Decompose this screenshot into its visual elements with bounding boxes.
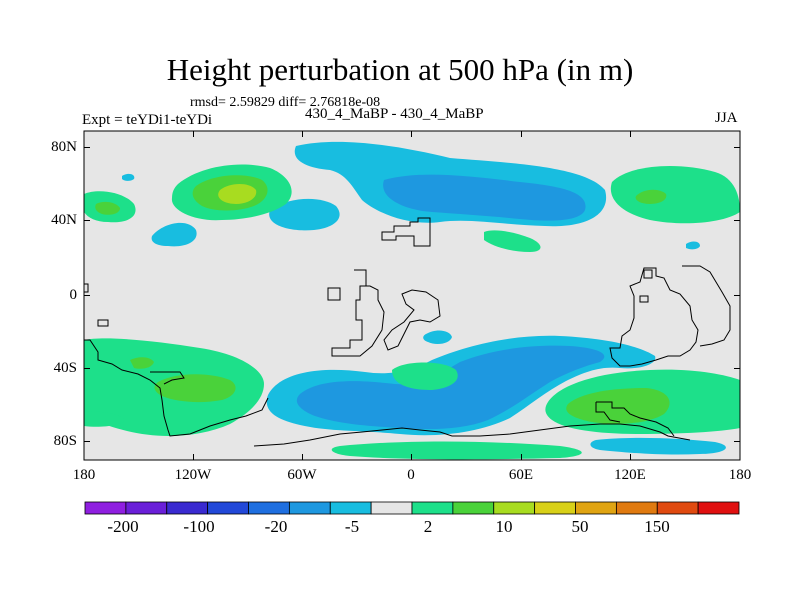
- colorbar: [84, 501, 740, 515]
- x-tick-label: 120E: [614, 467, 646, 483]
- colorbar-swatch: [248, 501, 290, 515]
- south-pacific-low-small: [590, 437, 726, 455]
- colorbar-swatch: [697, 501, 740, 515]
- axis-ticks: [84, 131, 740, 460]
- colorbar-swatch: [125, 501, 168, 515]
- y-tick-label: 80N: [51, 139, 77, 155]
- stats-line: rmsd= 2.59829 diff= 2.76818e-08: [190, 95, 381, 110]
- y-tick-label: 40N: [51, 212, 77, 228]
- east-asia-high-core: [635, 189, 667, 204]
- east-asia-high: [610, 166, 740, 224]
- south-polar-high-strip: [331, 441, 582, 460]
- colorbar-swatch: [452, 501, 495, 515]
- colorbar-swatch: [493, 501, 536, 515]
- indian-ocean-high-small: [84, 411, 126, 427]
- colorbar-label: 50: [571, 517, 589, 536]
- x-tick-label: 0: [407, 467, 415, 483]
- colorbar-swatch: [656, 501, 699, 515]
- y-tick-label: 80S: [53, 433, 77, 449]
- east-pacific-low-small: [151, 222, 197, 247]
- mid-east-high-small: [484, 230, 541, 252]
- colorbar-label: 150: [644, 517, 670, 536]
- colorbar-swatch: [615, 501, 658, 515]
- colorbar-swatch: [329, 501, 372, 515]
- map-panel: [84, 131, 740, 460]
- x-tick-label: 120W: [174, 467, 212, 483]
- plot-title: Height perturbation at 500 hPa (in m): [166, 52, 634, 87]
- colorbar-label: -200: [107, 517, 139, 536]
- south-pacific-high-small: [130, 357, 154, 369]
- colorbar-swatch: [288, 501, 331, 515]
- x-tick-label: 180: [728, 467, 752, 483]
- x-tick-label: 180: [72, 467, 96, 483]
- colorbar-label: 10: [495, 517, 513, 536]
- colorbar-swatch: [575, 501, 617, 515]
- colorbar-swatch: [370, 501, 413, 515]
- coastlines: [84, 217, 731, 447]
- south-atlantic-high: [392, 362, 458, 390]
- west-hemisphere-high-left-core: [95, 201, 120, 215]
- colorbar-swatch: [166, 501, 209, 515]
- south-indian-high-core: [566, 388, 670, 424]
- x-tick-label: 60E: [508, 467, 534, 483]
- colorbar-swatch: [534, 501, 576, 515]
- north-pacific-low-small: [269, 198, 340, 231]
- north-atlantic-low-core: [383, 174, 586, 221]
- north-pacific-high-core: [218, 184, 257, 204]
- south-pacific-high-core: [154, 374, 236, 403]
- colorbar-swatch: [207, 501, 249, 515]
- experiment-label: Expt = teYDi1-teYDi: [82, 112, 213, 128]
- y-tick-label: 40S: [53, 360, 77, 376]
- small-low-blob: [423, 330, 452, 345]
- colorbar-swatch: [411, 501, 454, 515]
- small-low-blob-3: [122, 173, 135, 181]
- season-label: JJA: [715, 110, 738, 126]
- colorbar-swatch: [84, 501, 127, 515]
- colorbar-label: -100: [183, 517, 215, 536]
- y-tick-label: 0: [69, 287, 78, 303]
- colorbar-label: -20: [264, 517, 288, 536]
- colorbar-label: -5: [344, 517, 360, 536]
- x-tick-label: 60W: [287, 467, 317, 483]
- cases-label: 430_4_MaBP - 430_4_MaBP: [305, 106, 484, 122]
- small-low-blob-2: [686, 241, 700, 250]
- southern-ocean-low-core: [296, 345, 605, 430]
- colorbar-label: 2: [423, 517, 433, 536]
